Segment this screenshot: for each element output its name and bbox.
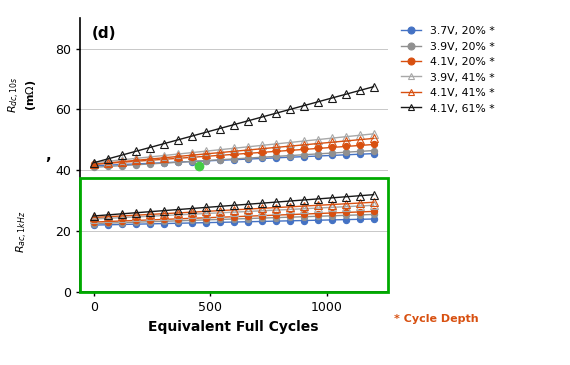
- Text: ,: ,: [46, 147, 51, 163]
- Text: * Cycle Depth: * Cycle Depth: [394, 314, 478, 324]
- Text: $R_{ac,1kHz}$: $R_{ac,1kHz}$: [15, 211, 30, 253]
- X-axis label: Equivalent Full Cycles: Equivalent Full Cycles: [148, 320, 319, 334]
- Legend: 3.7V, 20% *, 3.9V, 20% *, 4.1V, 20% *, 3.9V, 41% *, 4.1V, 41% *, 4.1V, 61% *: 3.7V, 20% *, 3.9V, 20% *, 4.1V, 20% *, 3…: [399, 24, 496, 116]
- Text: $R_{dc,10s}$
(m$\Omega$): $R_{dc,10s}$ (m$\Omega$): [7, 77, 38, 113]
- Bar: [80, 178, 388, 292]
- Text: (d): (d): [92, 27, 117, 42]
